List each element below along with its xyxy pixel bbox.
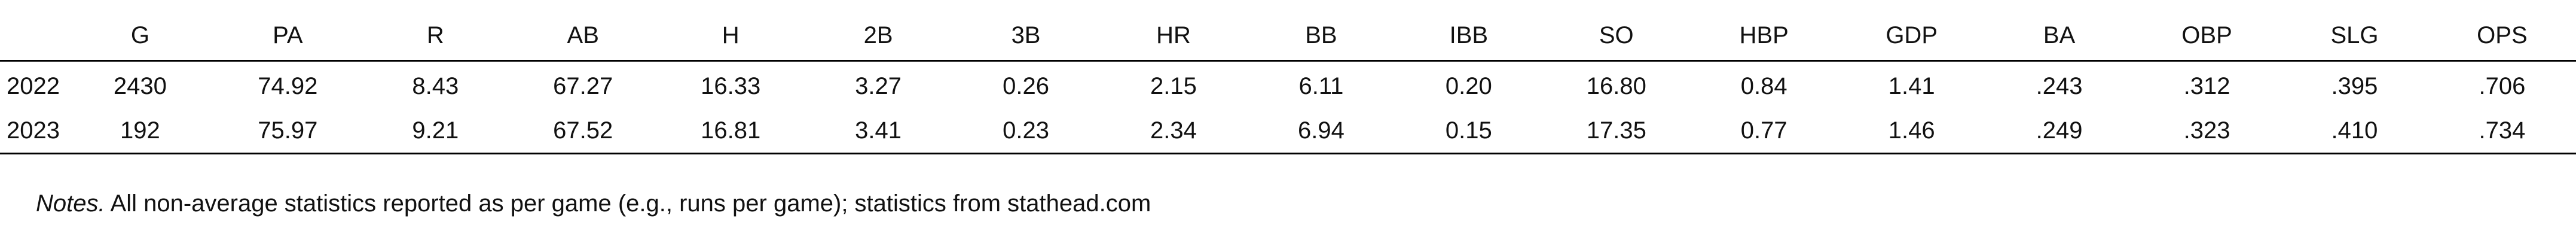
table-cell: .243: [2036, 73, 2083, 99]
table-row: 2023 192 75.97 9.21 67.52 16.81 3.41 0.23 2.34 6.…: [0, 108, 2576, 153]
table-cell: 9.21: [412, 117, 459, 144]
column-header-ba: BA: [2043, 22, 2076, 48]
table-cell: 75.97: [258, 117, 318, 144]
column-header-2b: 2B: [863, 22, 893, 48]
table-cell: .249: [2036, 117, 2083, 144]
table-notes: Notes. All non-average statistics report…: [36, 190, 1151, 217]
table-cell: .410: [2331, 117, 2378, 144]
table-cell: 8.43: [412, 73, 459, 99]
column-header-r: R: [426, 22, 444, 48]
table-cell: 0.15: [1445, 117, 1492, 144]
table-cell: 6.11: [1298, 73, 1344, 99]
table-cell: 0.23: [1003, 117, 1049, 144]
stats-table: G PA R AB H 2B 3B HR BB IBB SO HBP GDP BA OBP SLG OPS 20…: [0, 13, 2576, 154]
notes-text: All non-average statistics reported as p…: [105, 190, 1151, 217]
header-rule: [0, 60, 2576, 62]
table-row: 2022 2430 74.92 8.43 67.27 16.33 3.27 0.26 2.15 6…: [0, 64, 2576, 108]
row-label: 2022: [6, 73, 60, 99]
table-cell: 3.41: [855, 117, 902, 144]
table-cell: 67.27: [553, 73, 613, 99]
table-cell: 0.77: [1740, 117, 1787, 144]
bottom-rule: [0, 153, 2576, 154]
column-header-ab: AB: [567, 22, 599, 48]
table-cell: 1.46: [1888, 117, 1935, 144]
column-header-h: H: [722, 22, 740, 48]
column-header-obp: OBP: [2181, 22, 2232, 48]
table-body: 2022 2430 74.92 8.43 67.27 16.33 3.27 0.26 2.15 6…: [0, 64, 2576, 153]
column-header-bb: BB: [1305, 22, 1337, 48]
table-cell: 0.20: [1445, 73, 1492, 99]
table-cell: 67.52: [553, 117, 613, 144]
table-cell: 2430: [113, 73, 167, 99]
row-label: 2023: [6, 117, 60, 144]
column-header-3b: 3B: [1011, 22, 1041, 48]
table-cell: 2.34: [1150, 117, 1197, 144]
table-cell: .323: [2183, 117, 2230, 144]
table-cell: 0.26: [1003, 73, 1049, 99]
table-cell: 3.27: [855, 73, 902, 99]
table-cell: 16.80: [1586, 73, 1646, 99]
column-header-hbp: HBP: [1739, 22, 1789, 48]
column-header-slg: SLG: [2330, 22, 2379, 48]
column-header-so: SO: [1599, 22, 1634, 48]
table-cell: 1.41: [1888, 73, 1935, 99]
table-cell: .734: [2479, 117, 2526, 144]
table-cell: .312: [2183, 73, 2230, 99]
table-cell: 16.81: [701, 117, 761, 144]
column-header-gdp: GDP: [1886, 22, 1938, 48]
table-cell: .395: [2331, 73, 2378, 99]
column-header-hr: HR: [1156, 22, 1191, 48]
table-cell: 2.15: [1150, 73, 1197, 99]
table-cell: 192: [120, 117, 160, 144]
column-header-ops: OPS: [2477, 22, 2528, 48]
table-cell: 16.33: [701, 73, 761, 99]
notes-label: Notes.: [36, 190, 105, 217]
column-header-pa: PA: [273, 22, 303, 48]
column-header-ibb: IBB: [1449, 22, 1489, 48]
column-header-g: G: [130, 22, 149, 48]
table-cell: 17.35: [1586, 117, 1646, 144]
table-cell: 74.92: [258, 73, 318, 99]
table-header-row: G PA R AB H 2B 3B HR BB IBB SO HBP GDP BA OBP SLG OPS: [0, 13, 2576, 57]
table-cell: .706: [2479, 73, 2526, 99]
table-cell: 6.94: [1297, 117, 1344, 144]
table-cell: 0.84: [1740, 73, 1787, 99]
